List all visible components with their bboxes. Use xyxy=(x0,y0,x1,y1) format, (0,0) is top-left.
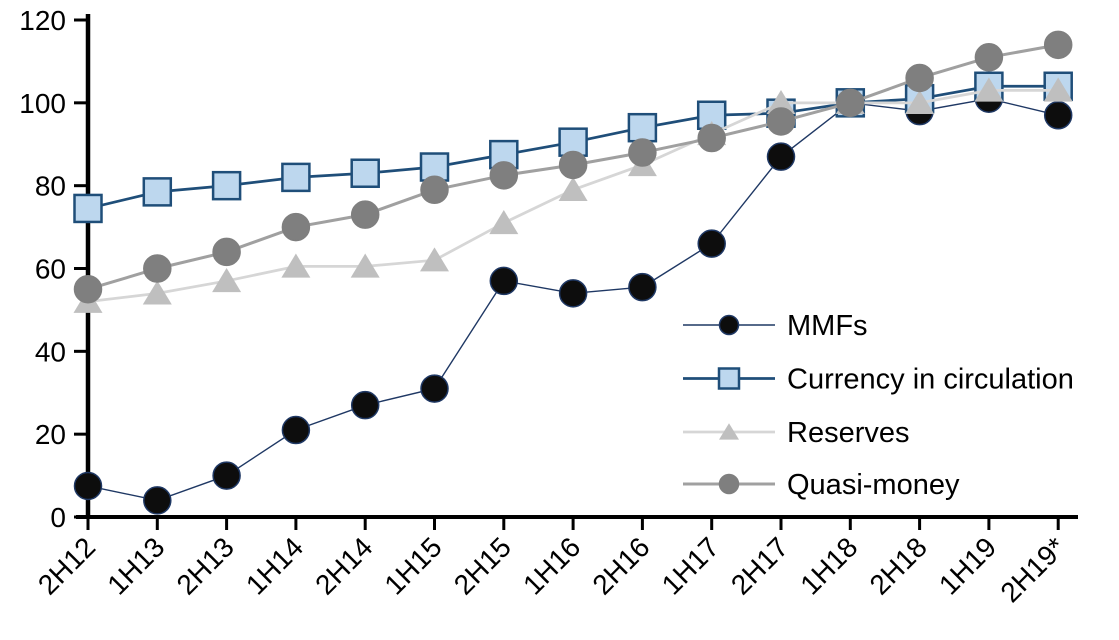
x-tick-label-1h16: 1H16 xyxy=(517,531,586,600)
marker-quasi-money-1h18 xyxy=(836,88,865,118)
marker-currency-in-circulation-2h13 xyxy=(211,170,242,201)
legend-item-mmfs: MMFs xyxy=(683,310,868,342)
legend-label-reserves: Reserves xyxy=(787,417,910,449)
x-tick-label-1h17: 1H17 xyxy=(656,531,725,600)
x-tick-label-2h14: 2H14 xyxy=(309,531,378,600)
marker-mmfs-1h14 xyxy=(281,415,311,445)
marker-quasi-money-2h18 xyxy=(905,63,934,93)
series-mmfs xyxy=(73,84,1073,515)
marker-quasi-money-1h15 xyxy=(420,175,449,205)
marker-mmfs-1h13 xyxy=(143,486,172,515)
x-tick-label-2h15: 2H15 xyxy=(448,531,517,600)
legend-label-currency-in-circulation: Currency in circulation xyxy=(787,364,1074,396)
marker-quasi-money-1h14 xyxy=(281,212,311,242)
marker-currency-in-circulation-2h14 xyxy=(350,158,380,188)
x-tick-label-2h13: 2H13 xyxy=(171,531,240,600)
legend-label-quasi-money: Quasi-money xyxy=(787,469,960,501)
legend-item-currency-in-circulation: Currency in circulation xyxy=(683,364,1074,396)
x-tick-label-2h19: 2H19* xyxy=(994,531,1071,608)
marker-mmfs-2h15 xyxy=(489,266,519,296)
marker-quasi-money-2h12 xyxy=(73,274,103,304)
x-tick-label-1h18: 1H18 xyxy=(794,531,863,600)
marker-mmfs-2h14 xyxy=(350,390,380,420)
legend-swatch-marker-reserves xyxy=(719,423,739,440)
marker-reserves-2h18 xyxy=(905,89,935,115)
marker-mmfs-1h17 xyxy=(697,229,726,258)
y-tick-label-40: 40 xyxy=(35,336,66,367)
marker-mmfs-2h13 xyxy=(212,461,241,490)
marker-mmfs-2h17 xyxy=(766,142,796,171)
y-tick-label-80: 80 xyxy=(35,171,66,202)
marker-quasi-money-2h14 xyxy=(350,200,380,229)
marker-mmfs-2h12 xyxy=(73,471,103,501)
marker-quasi-money-1h16 xyxy=(558,150,588,180)
marker-currency-in-circulation-1h14 xyxy=(281,162,311,193)
x-tick-label-1h14: 1H14 xyxy=(240,531,309,600)
x-tick-label-2h18: 2H18 xyxy=(864,531,933,600)
y-tick-label-60: 60 xyxy=(35,254,66,285)
marker-reserves-1h16 xyxy=(558,176,588,202)
marker-quasi-money-2h16 xyxy=(628,138,657,167)
legend-label-mmfs: MMFs xyxy=(787,310,868,342)
marker-reserves-1h15 xyxy=(420,247,449,272)
marker-reserves-2h14 xyxy=(350,253,380,278)
marker-mmfs-2h16 xyxy=(628,272,657,302)
x-tick-label-1h15: 1H15 xyxy=(378,531,447,600)
y-tick-label-20: 20 xyxy=(35,419,66,450)
marker-reserves-1h13 xyxy=(142,280,172,305)
marker-quasi-money-1h13 xyxy=(143,254,172,283)
marker-currency-in-circulation-1h13 xyxy=(142,177,173,207)
legend-swatch-marker-mmfs xyxy=(718,314,740,336)
marker-currency-in-circulation-2h16 xyxy=(627,112,658,143)
marker-mmfs-2h19 xyxy=(1043,101,1073,130)
marker-quasi-money-2h19 xyxy=(1043,30,1073,60)
marker-reserves-2h15 xyxy=(489,210,519,235)
marker-reserves-1h19 xyxy=(974,77,1004,102)
marker-currency-in-circulation-2h12 xyxy=(73,193,103,224)
marker-reserves-1h14 xyxy=(281,253,311,278)
legend-swatch-marker-currency-in-circulation xyxy=(717,367,741,390)
legend: MMFs Currency in circulation Reserves Quasi… xyxy=(683,310,1074,501)
marker-quasi-money-1h19 xyxy=(974,43,1004,72)
marker-quasi-money-2h17 xyxy=(766,107,796,136)
marker-reserves-2h13 xyxy=(212,268,242,293)
x-tick-label-1h19: 1H19 xyxy=(933,531,1002,600)
x-tick-label-2h16: 2H16 xyxy=(586,531,655,600)
series-quasi-money xyxy=(73,30,1073,304)
marker-quasi-money-1h17 xyxy=(697,123,726,153)
marker-mmfs-1h15 xyxy=(420,374,449,403)
marker-reserves-2h19 xyxy=(1043,77,1073,102)
y-tick-label-0: 0 xyxy=(50,502,66,533)
marker-reserves-2h17 xyxy=(766,89,796,115)
marker-mmfs-1h16 xyxy=(558,279,588,308)
y-tick-label-120: 120 xyxy=(19,5,66,36)
y-tick-label-100: 100 xyxy=(19,88,66,119)
x-tick-label-2h17: 2H17 xyxy=(725,531,794,600)
marker-quasi-money-2h15 xyxy=(489,161,519,190)
marker-quasi-money-2h13 xyxy=(212,237,241,267)
legend-item-quasi-money: Quasi-money xyxy=(683,469,960,501)
legend-swatch-marker-quasi-money xyxy=(718,473,740,495)
x-tick-label-1h13: 1H13 xyxy=(101,531,170,600)
x-tick-label-2h12: 2H12 xyxy=(32,531,101,600)
legend-item-reserves: Reserves xyxy=(683,417,910,449)
